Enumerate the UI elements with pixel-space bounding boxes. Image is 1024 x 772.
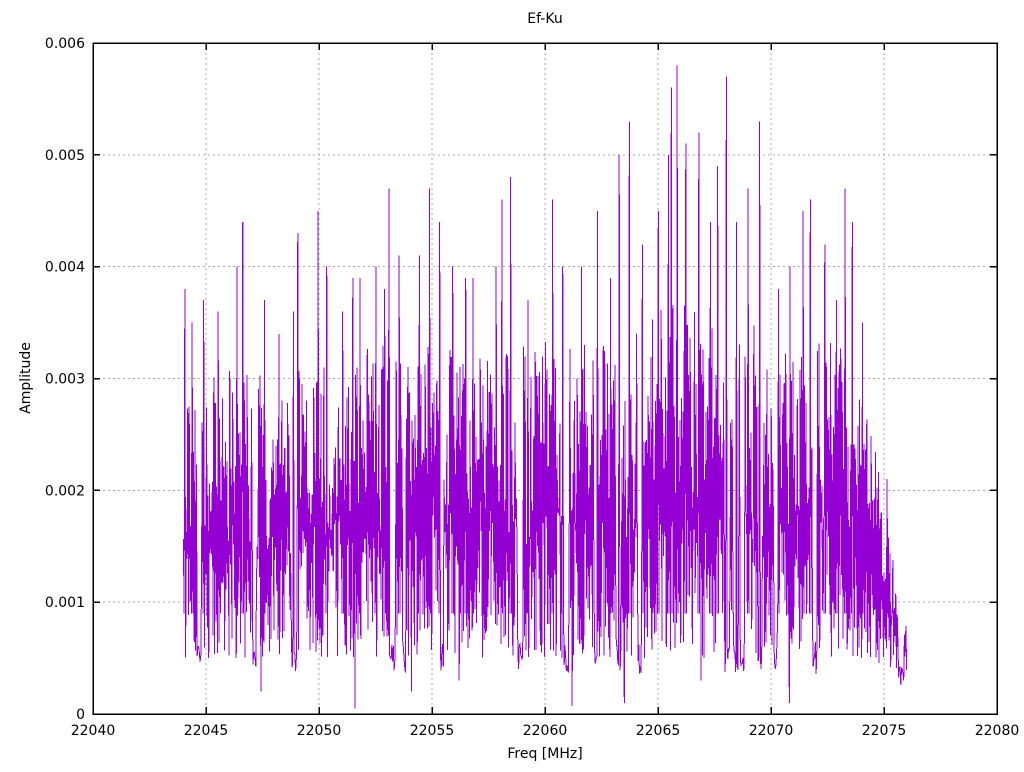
y-tick-label: 0.006 (45, 36, 85, 52)
y-tick-label: 0 (76, 707, 85, 723)
tick-labels: 22040 22045 22050 22055 22060 22065 22070 22075… (45, 36, 1019, 739)
y-tick-label: 0.004 (45, 260, 85, 276)
x-tick-label: 22045 (184, 723, 229, 739)
x-tick-label: 22055 (410, 723, 455, 739)
y-tick-label: 0.005 (45, 148, 85, 164)
y-tick-label: 0.003 (45, 372, 85, 388)
x-tick-label: 22065 (636, 723, 681, 739)
x-tick-label: 22080 (975, 723, 1020, 739)
x-tick-label: 22075 (862, 723, 907, 739)
x-tick-label: 22050 (297, 723, 342, 739)
y-tick-label: 0.002 (45, 483, 85, 499)
chart-title: Ef-Ku (527, 11, 562, 27)
x-tick-label: 22070 (749, 723, 794, 739)
x-tick-label: 22060 (523, 723, 568, 739)
data-series (182, 65, 908, 709)
spectrum-polyline (182, 65, 908, 709)
axes (92, 42, 998, 715)
x-tick-label: 22040 (71, 723, 116, 739)
y-axis-label: Amplitude (18, 342, 34, 414)
x-axis-label: Freq [MHz] (507, 746, 582, 762)
y-tick-label: 0.001 (45, 595, 85, 611)
